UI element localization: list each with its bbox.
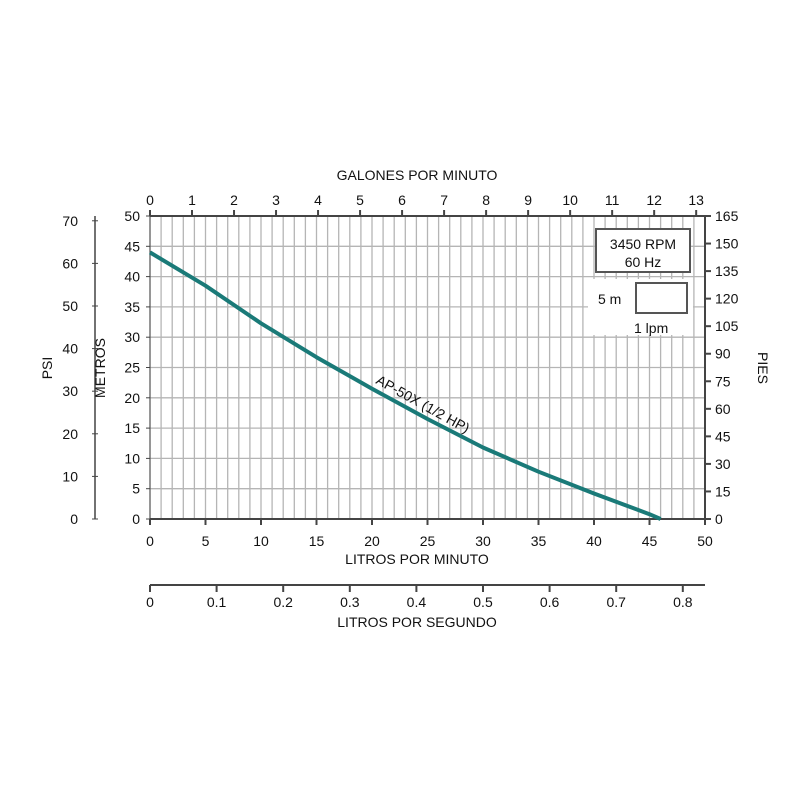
- x-tick-label: 20: [364, 533, 380, 549]
- pies-tick-label: 165: [715, 208, 739, 224]
- top-tick-label: 6: [398, 192, 406, 208]
- pies-axis-title: PIES: [755, 352, 771, 384]
- x-axis-title: LITROS POR MINUTO: [345, 551, 489, 567]
- y-tick-label: 25: [124, 360, 140, 376]
- top-axis-title: GALONES POR MINUTO: [337, 167, 498, 183]
- pies-tick-label: 120: [715, 291, 739, 307]
- y-tick-label: 0: [132, 511, 140, 527]
- y-tick-label: 30: [124, 329, 140, 345]
- psi-axis-title: PSI: [39, 357, 55, 380]
- y-tick-label: 50: [124, 208, 140, 224]
- psi-tick-label: 30: [62, 383, 78, 399]
- pies-tick-label: 75: [715, 373, 731, 389]
- y-tick-label: 5: [132, 481, 140, 497]
- psi-tick-label: 20: [62, 426, 78, 442]
- pies-tick-label: 60: [715, 401, 731, 417]
- x-tick-label: 40: [586, 533, 602, 549]
- y-tick-label: 45: [124, 238, 140, 254]
- x-tick-label: 5: [202, 533, 210, 549]
- top-tick-label: 0: [146, 192, 154, 208]
- hz-label: 60 Hz: [625, 254, 662, 270]
- pies-tick-label: 150: [715, 236, 739, 252]
- psi-tick-label: 70: [62, 213, 78, 229]
- lps-tick-label: 0.4: [407, 594, 427, 610]
- lps-tick-label: 0.2: [273, 594, 293, 610]
- scale-x-unit: 1 lpm: [634, 320, 668, 336]
- lps-tick-label: 0.8: [673, 594, 693, 610]
- lps-tick-label: 0.1: [207, 594, 227, 610]
- top-tick-label: 4: [314, 192, 322, 208]
- rpm-label: 3450 RPM: [610, 236, 676, 252]
- top-tick-label: 9: [524, 192, 532, 208]
- x-tick-label: 15: [309, 533, 325, 549]
- top-tick-label: 11: [605, 192, 620, 208]
- y-axis-title: METROS: [92, 338, 108, 398]
- pies-tick-label: 105: [715, 318, 739, 334]
- psi-tick-label: 60: [62, 255, 78, 271]
- lps-axis-title: LITROS POR SEGUNDO: [337, 614, 497, 630]
- y-tick-label: 10: [124, 450, 140, 466]
- lps-tick-label: 0.6: [540, 594, 560, 610]
- lps-tick-label: 0.3: [340, 594, 360, 610]
- psi-tick-label: 10: [62, 468, 78, 484]
- lps-tick-label: 0.5: [473, 594, 493, 610]
- pies-tick-label: 90: [715, 346, 731, 362]
- x-tick-label: 10: [253, 533, 269, 549]
- y-tick-label: 35: [124, 299, 140, 315]
- pies-tick-label: 15: [715, 483, 731, 499]
- top-tick-label: 13: [688, 192, 704, 208]
- scale-y-unit: 5 m: [598, 291, 621, 307]
- pies-tick-label: 135: [715, 263, 739, 279]
- x-tick-label: 35: [531, 533, 547, 549]
- curve-label: AP-50X (1/2 HP): [374, 372, 473, 437]
- x-tick-label: 50: [697, 533, 713, 549]
- pies-tick-label: 0: [715, 511, 723, 527]
- x-tick-label: 45: [642, 533, 658, 549]
- top-tick-label: 10: [562, 192, 578, 208]
- y-tick-label: 40: [124, 269, 140, 285]
- top-tick-label: 5: [356, 192, 364, 208]
- top-tick-label: 7: [440, 192, 448, 208]
- pies-tick-label: 45: [715, 428, 731, 444]
- top-tick-label: 8: [482, 192, 490, 208]
- lps-tick-label: 0.7: [606, 594, 626, 610]
- rpm-box: [595, 228, 691, 273]
- lps-tick-label: 0: [146, 594, 154, 610]
- x-tick-label: 30: [475, 533, 491, 549]
- scale-box: [635, 282, 688, 314]
- top-tick-label: 2: [230, 192, 238, 208]
- pump-curve-line: [148, 250, 662, 521]
- psi-tick-label: 0: [70, 511, 78, 527]
- y-tick-label: 20: [124, 390, 140, 406]
- top-tick-label: 3: [272, 192, 280, 208]
- x-tick-label: 25: [420, 533, 436, 549]
- top-tick-label: 12: [646, 192, 662, 208]
- x-tick-label: 0: [146, 533, 154, 549]
- pies-tick-label: 30: [715, 456, 731, 472]
- top-tick-label: 1: [188, 192, 196, 208]
- psi-tick-label: 40: [62, 341, 78, 357]
- y-tick-label: 15: [124, 420, 140, 436]
- psi-tick-label: 50: [62, 298, 78, 314]
